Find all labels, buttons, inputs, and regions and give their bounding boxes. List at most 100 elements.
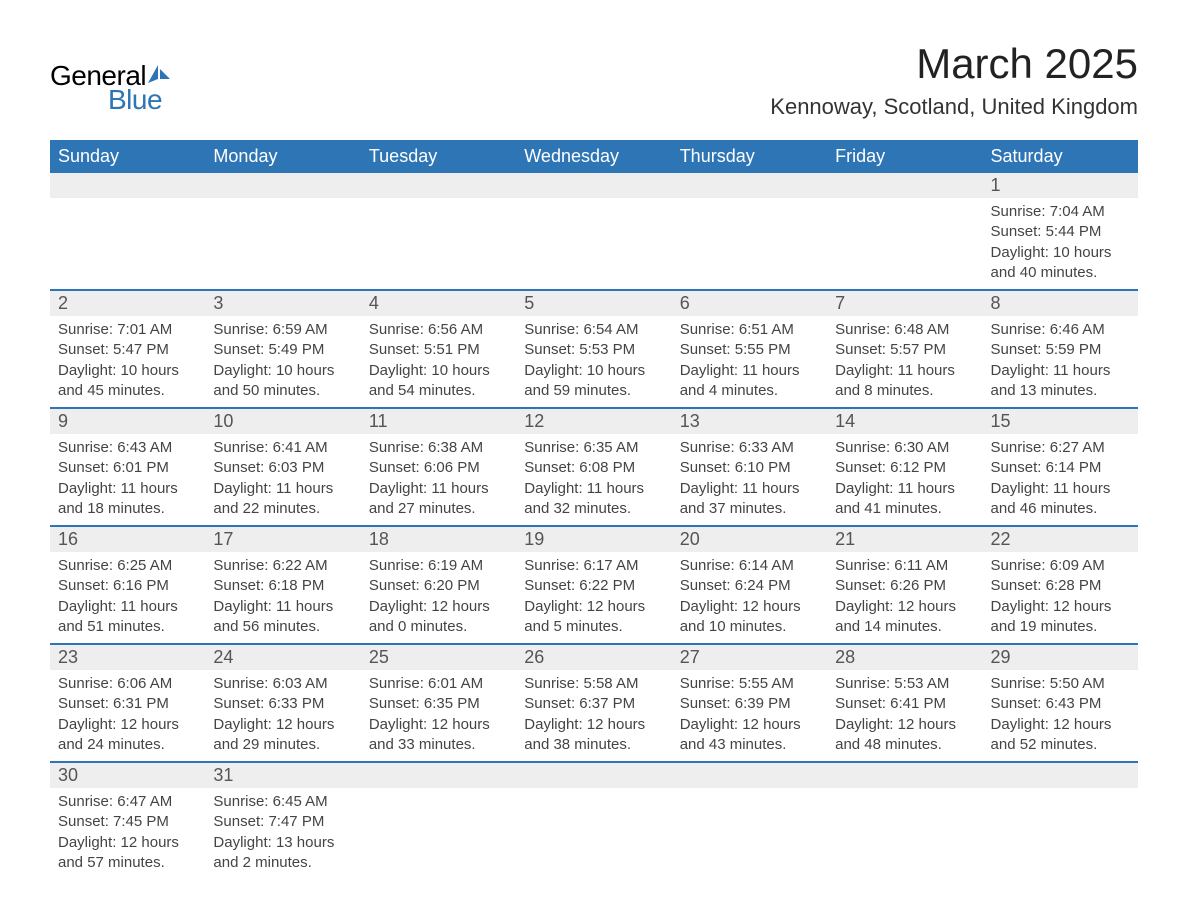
day-content-cell: Sunrise: 6:48 AM Sunset: 5:57 PM Dayligh…: [827, 316, 982, 408]
day-number-cell: 21: [827, 526, 982, 552]
calendar-body: 1Sunrise: 7:04 AM Sunset: 5:44 PM Daylig…: [50, 173, 1138, 879]
day-number-cell: 30: [50, 762, 205, 788]
day-content-cell: Sunrise: 6:46 AM Sunset: 5:59 PM Dayligh…: [983, 316, 1138, 408]
day-number-cell: 3: [205, 290, 360, 316]
header: General Blue March 2025 Kennoway, Scotla…: [50, 40, 1138, 120]
day-number-cell: [516, 173, 671, 198]
location-subtitle: Kennoway, Scotland, United Kingdom: [770, 94, 1138, 120]
calendar-table: SundayMondayTuesdayWednesdayThursdayFrid…: [50, 140, 1138, 879]
day-content-cell: Sunrise: 7:04 AM Sunset: 5:44 PM Dayligh…: [983, 198, 1138, 290]
day-header: Monday: [205, 140, 360, 173]
day-number-cell: 28: [827, 644, 982, 670]
day-number-cell: 4: [361, 290, 516, 316]
day-content-cell: [827, 788, 982, 879]
day-number-row: 23242526272829: [50, 644, 1138, 670]
day-content-cell: Sunrise: 6:19 AM Sunset: 6:20 PM Dayligh…: [361, 552, 516, 644]
day-number-cell: 11: [361, 408, 516, 434]
sail-icon: [148, 67, 172, 85]
day-content-cell: [516, 198, 671, 290]
day-number-cell: 16: [50, 526, 205, 552]
day-content-cell: Sunrise: 6:09 AM Sunset: 6:28 PM Dayligh…: [983, 552, 1138, 644]
day-content-cell: Sunrise: 6:41 AM Sunset: 6:03 PM Dayligh…: [205, 434, 360, 526]
day-content-cell: Sunrise: 6:51 AM Sunset: 5:55 PM Dayligh…: [672, 316, 827, 408]
day-content-cell: Sunrise: 6:25 AM Sunset: 6:16 PM Dayligh…: [50, 552, 205, 644]
day-content-cell: [516, 788, 671, 879]
day-number-cell: 25: [361, 644, 516, 670]
day-content-cell: Sunrise: 6:22 AM Sunset: 6:18 PM Dayligh…: [205, 552, 360, 644]
day-number-cell: 19: [516, 526, 671, 552]
day-content-cell: Sunrise: 7:01 AM Sunset: 5:47 PM Dayligh…: [50, 316, 205, 408]
day-number-cell: [50, 173, 205, 198]
day-number-cell: 6: [672, 290, 827, 316]
day-content-row: Sunrise: 6:25 AM Sunset: 6:16 PM Dayligh…: [50, 552, 1138, 644]
title-block: March 2025 Kennoway, Scotland, United Ki…: [770, 40, 1138, 120]
day-number-cell: [827, 173, 982, 198]
day-content-cell: Sunrise: 6:03 AM Sunset: 6:33 PM Dayligh…: [205, 670, 360, 762]
day-number-row: 2345678: [50, 290, 1138, 316]
page-title: March 2025: [770, 40, 1138, 88]
day-content-cell: [672, 788, 827, 879]
day-content-cell: [983, 788, 1138, 879]
calendar-header-row: SundayMondayTuesdayWednesdayThursdayFrid…: [50, 140, 1138, 173]
logo-text-blue: Blue: [108, 84, 162, 116]
day-content-cell: Sunrise: 6:30 AM Sunset: 6:12 PM Dayligh…: [827, 434, 982, 526]
day-content-cell: Sunrise: 6:33 AM Sunset: 6:10 PM Dayligh…: [672, 434, 827, 526]
day-content-cell: Sunrise: 6:45 AM Sunset: 7:47 PM Dayligh…: [205, 788, 360, 879]
day-content-cell: Sunrise: 6:47 AM Sunset: 7:45 PM Dayligh…: [50, 788, 205, 879]
day-number-cell: 14: [827, 408, 982, 434]
day-content-cell: Sunrise: 6:56 AM Sunset: 5:51 PM Dayligh…: [361, 316, 516, 408]
day-number-cell: 26: [516, 644, 671, 670]
day-number-row: 16171819202122: [50, 526, 1138, 552]
day-header: Wednesday: [516, 140, 671, 173]
day-content-cell: Sunrise: 6:01 AM Sunset: 6:35 PM Dayligh…: [361, 670, 516, 762]
day-number-row: 1: [50, 173, 1138, 198]
day-number-cell: 10: [205, 408, 360, 434]
day-number-cell: 5: [516, 290, 671, 316]
day-header: Friday: [827, 140, 982, 173]
day-number-cell: 7: [827, 290, 982, 316]
day-number-cell: 2: [50, 290, 205, 316]
day-number-cell: 29: [983, 644, 1138, 670]
day-number-cell: [361, 762, 516, 788]
day-number-cell: 22: [983, 526, 1138, 552]
day-content-cell: [361, 198, 516, 290]
day-content-cell: Sunrise: 6:35 AM Sunset: 6:08 PM Dayligh…: [516, 434, 671, 526]
day-number-cell: 20: [672, 526, 827, 552]
day-number-cell: 24: [205, 644, 360, 670]
day-header: Thursday: [672, 140, 827, 173]
day-content-cell: Sunrise: 6:14 AM Sunset: 6:24 PM Dayligh…: [672, 552, 827, 644]
day-content-cell: [50, 198, 205, 290]
day-content-row: Sunrise: 6:43 AM Sunset: 6:01 PM Dayligh…: [50, 434, 1138, 526]
day-number-cell: 1: [983, 173, 1138, 198]
day-number-cell: [516, 762, 671, 788]
day-content-cell: Sunrise: 6:27 AM Sunset: 6:14 PM Dayligh…: [983, 434, 1138, 526]
day-number-row: 9101112131415: [50, 408, 1138, 434]
day-content-cell: [205, 198, 360, 290]
day-content-cell: [827, 198, 982, 290]
day-number-cell: [361, 173, 516, 198]
day-number-cell: 31: [205, 762, 360, 788]
day-content-cell: [672, 198, 827, 290]
day-number-cell: 8: [983, 290, 1138, 316]
day-content-cell: Sunrise: 6:54 AM Sunset: 5:53 PM Dayligh…: [516, 316, 671, 408]
day-number-cell: [205, 173, 360, 198]
day-number-cell: 9: [50, 408, 205, 434]
day-number-cell: [983, 762, 1138, 788]
day-content-cell: Sunrise: 6:38 AM Sunset: 6:06 PM Dayligh…: [361, 434, 516, 526]
day-number-cell: [672, 173, 827, 198]
day-content-row: Sunrise: 6:06 AM Sunset: 6:31 PM Dayligh…: [50, 670, 1138, 762]
day-content-cell: Sunrise: 6:43 AM Sunset: 6:01 PM Dayligh…: [50, 434, 205, 526]
day-content-cell: Sunrise: 5:58 AM Sunset: 6:37 PM Dayligh…: [516, 670, 671, 762]
day-number-cell: [672, 762, 827, 788]
day-number-cell: [827, 762, 982, 788]
day-number-cell: 15: [983, 408, 1138, 434]
day-number-row: 3031: [50, 762, 1138, 788]
day-content-cell: Sunrise: 6:17 AM Sunset: 6:22 PM Dayligh…: [516, 552, 671, 644]
day-header: Saturday: [983, 140, 1138, 173]
day-content-cell: Sunrise: 6:11 AM Sunset: 6:26 PM Dayligh…: [827, 552, 982, 644]
day-number-cell: 18: [361, 526, 516, 552]
day-content-cell: Sunrise: 5:53 AM Sunset: 6:41 PM Dayligh…: [827, 670, 982, 762]
day-number-cell: 12: [516, 408, 671, 434]
day-content-cell: Sunrise: 5:50 AM Sunset: 6:43 PM Dayligh…: [983, 670, 1138, 762]
day-number-cell: 27: [672, 644, 827, 670]
